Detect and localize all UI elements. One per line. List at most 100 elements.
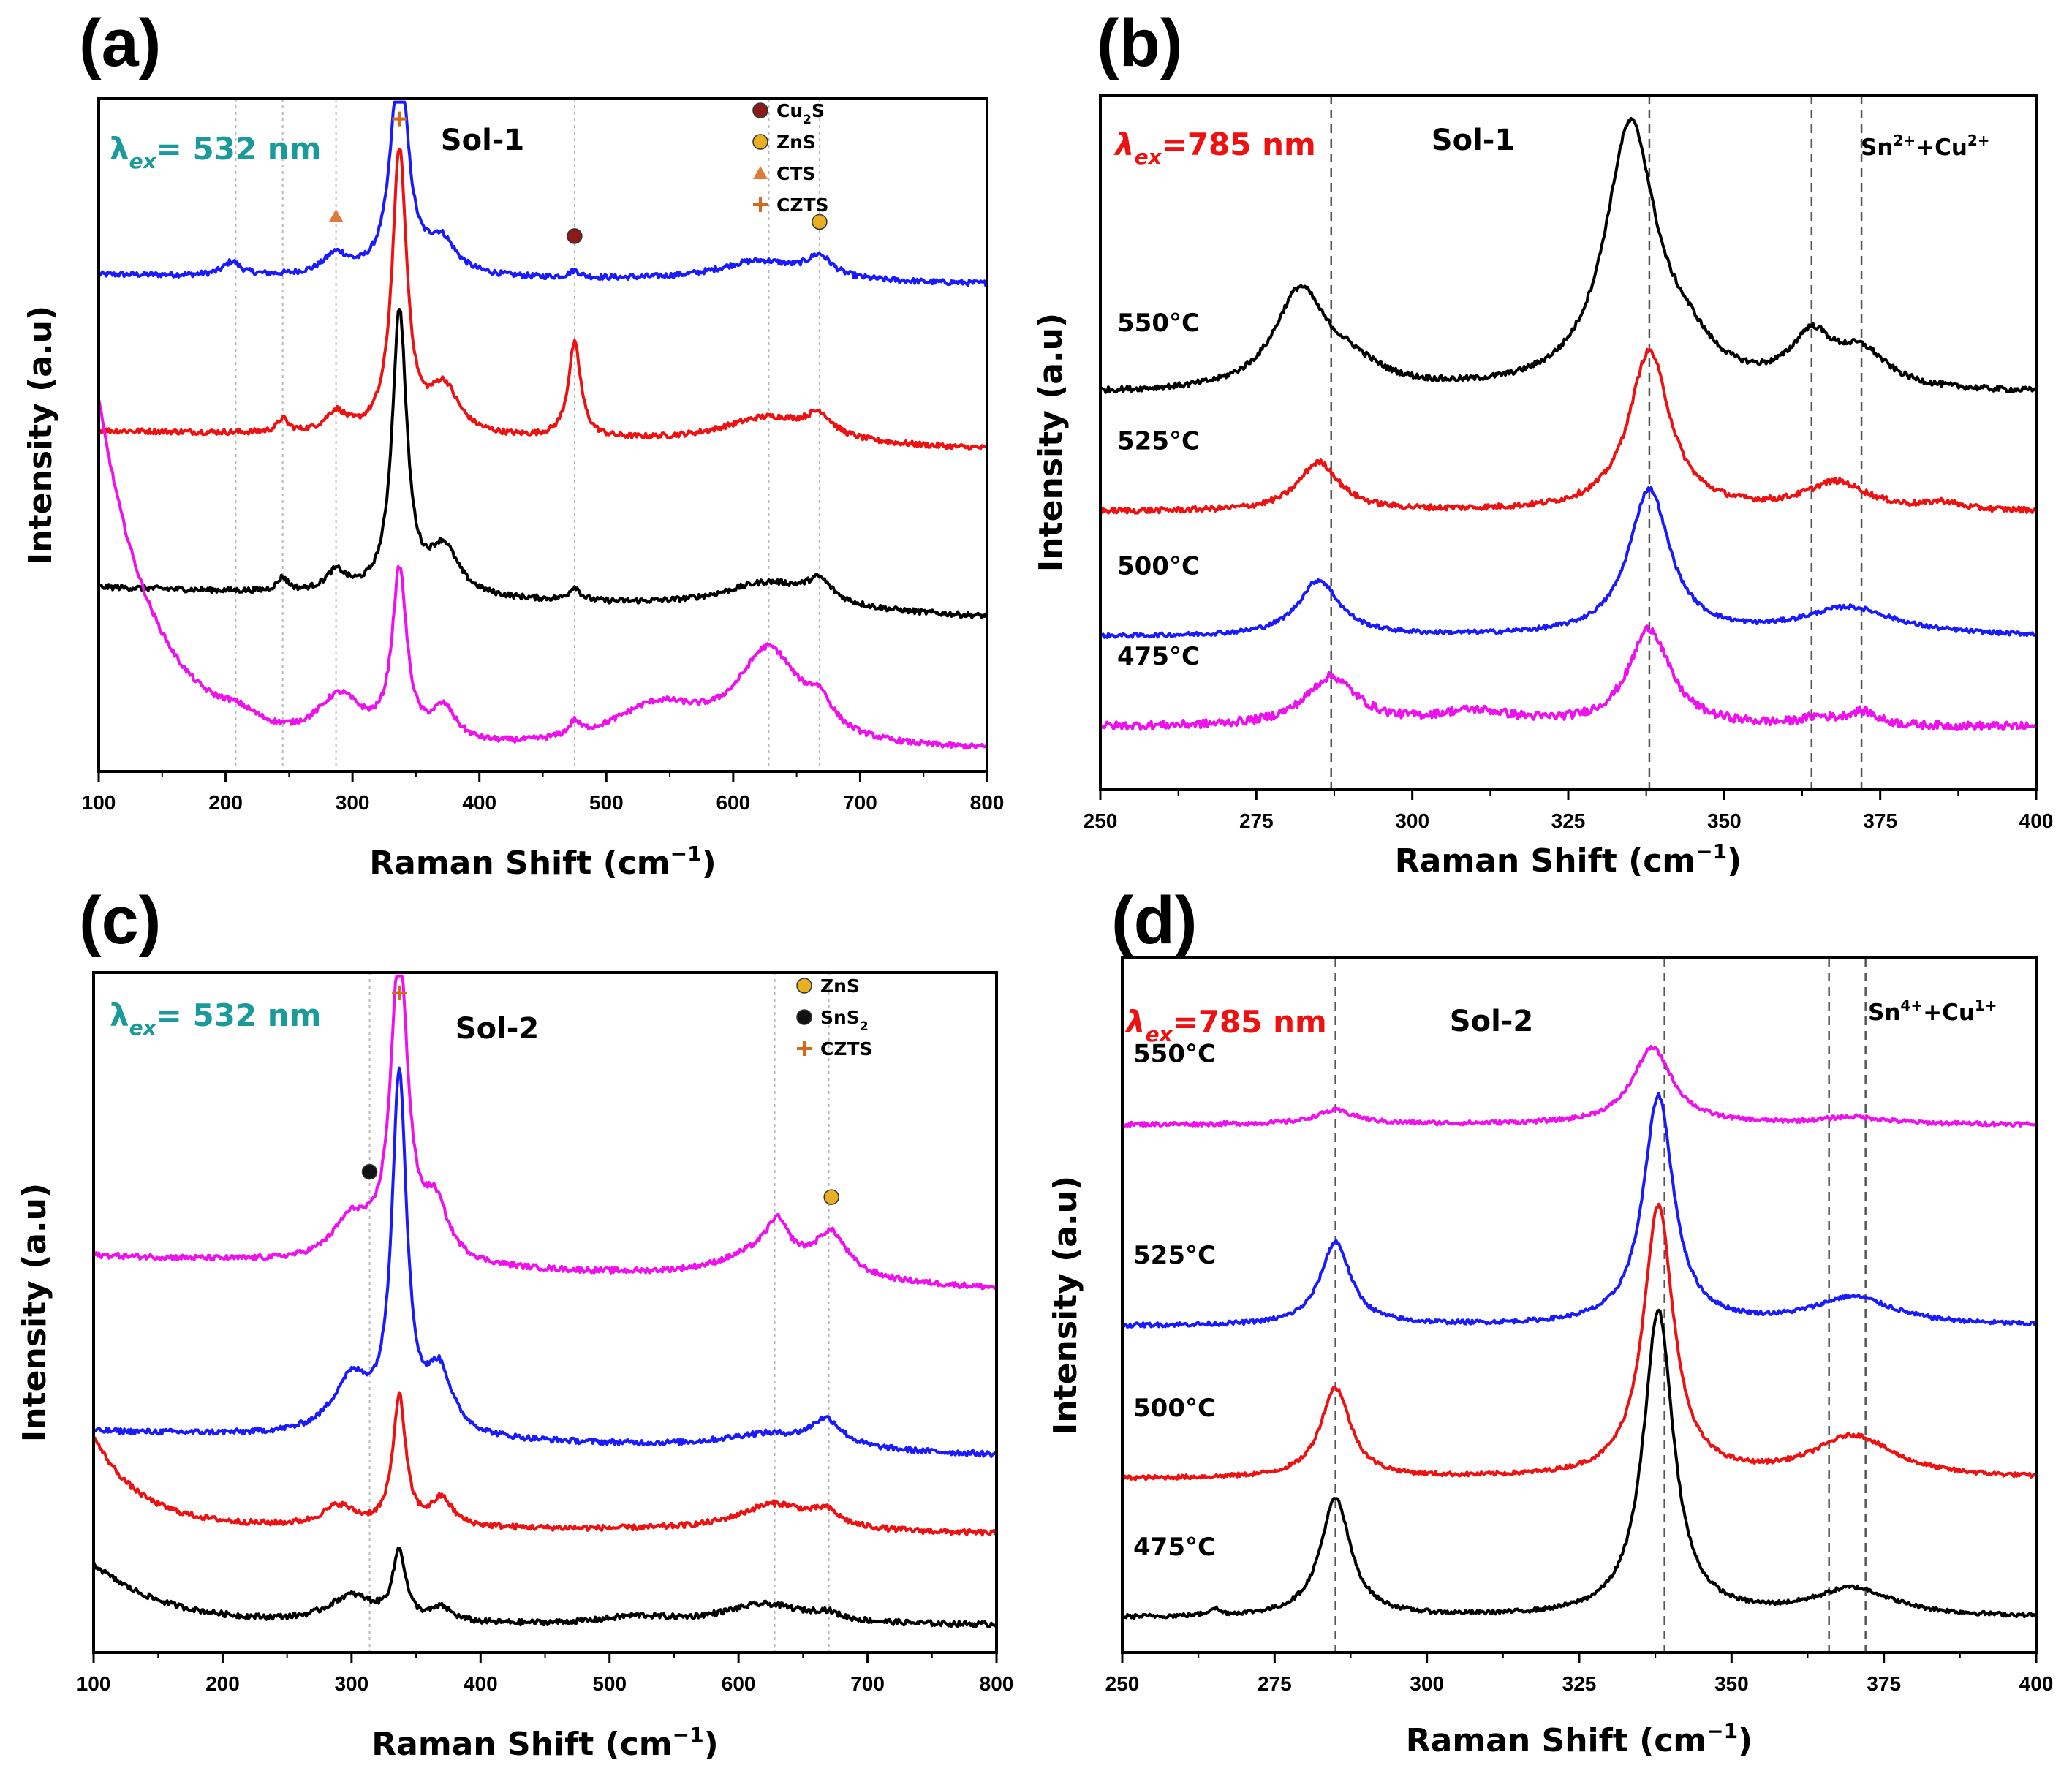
x-tick-label: 300 <box>1410 1672 1444 1695</box>
excitation-subscript: ex <box>129 149 157 173</box>
excitation-subscript: ex <box>129 1016 157 1040</box>
temperature-label: 550°C <box>1133 1040 1216 1069</box>
x-tick-label: 275 <box>1239 809 1274 832</box>
ion-b-sup: 2+ <box>1967 132 1990 149</box>
panel-a: (a) 100 200 300 400 500 600 700 800 Raman Shift (… <box>22 6 1004 882</box>
peak-marker <box>361 1163 378 1180</box>
chart-title: Sol-1 <box>441 124 524 157</box>
y-axis-label: Intensity (a.u) <box>22 306 59 564</box>
temperature-label: 475°C <box>1117 642 1200 671</box>
legend-label-main: ZnS <box>776 132 816 153</box>
panel-c: (c) 100 200 300 400 500 600 700 800 Raman Shift (… <box>16 883 1013 1763</box>
panel-b: (b) 250 275 300 325 350 375 400 Raman Shift (cm−… <box>1032 6 2053 880</box>
legend-label: ZnS <box>820 975 860 997</box>
x-tick-label: 300 <box>336 791 370 814</box>
excitation-symbol: λ <box>1124 1004 1146 1040</box>
x-tick-label: 800 <box>970 791 1005 814</box>
x-tick-label: 500 <box>589 791 624 814</box>
x-tick-label: 100 <box>82 791 116 814</box>
temperature-label: 525°C <box>1133 1241 1216 1270</box>
ion-label: Sn2++Cu2+ <box>1861 132 1990 161</box>
x-axis-label-sup: −1 <box>1695 839 1727 864</box>
spectrum-line <box>1099 624 2038 731</box>
x-axis-label-tail: ) <box>702 845 716 882</box>
x-axis-label-sup: −1 <box>1706 1719 1738 1743</box>
x-tick-label: 375 <box>1867 1672 1901 1695</box>
panel-letter: (b) <box>1097 6 1182 80</box>
peak-marker <box>812 214 828 230</box>
ion-mid: +Cu <box>1916 135 1967 161</box>
x-tick-label: 600 <box>722 1672 756 1695</box>
x-axis-label-main: Raman Shift (cm <box>369 845 670 882</box>
spectrum-line <box>97 399 988 750</box>
legend-label-sub: 2 <box>860 1019 869 1034</box>
x-tick-label: 800 <box>980 1672 1014 1695</box>
x-tick-label: 600 <box>716 791 750 814</box>
legend-label-main: SnS <box>820 1007 860 1028</box>
excitation-symbol: λ <box>110 997 129 1033</box>
x-axis-label: Raman Shift (cm−1) <box>1406 1719 1752 1759</box>
panel-letter: (c) <box>79 883 161 958</box>
x-tick-label: 400 <box>462 791 496 814</box>
legend-label-main: CTS <box>776 163 815 184</box>
x-axis-label-tail: ) <box>1727 842 1742 880</box>
plot-frame <box>92 971 998 1654</box>
x-tick-label: 100 <box>77 1672 111 1695</box>
legend-marker-center <box>801 1046 807 1051</box>
x-axis-label-sup: −1 <box>673 1723 704 1747</box>
x-axis-label-main: Raman Shift (cm <box>1395 842 1695 880</box>
chart-title: Sol-1 <box>1432 124 1515 157</box>
legend-marker <box>752 102 768 118</box>
temperature-label: 500°C <box>1117 552 1200 581</box>
plot-frame <box>1099 94 2038 791</box>
legend-marker <box>752 134 768 150</box>
x-axis-label-sup: −1 <box>670 842 702 866</box>
temperature-label: 550°C <box>1117 309 1200 338</box>
legend-marker-center <box>757 202 763 208</box>
legend-label-sub: 2 <box>803 113 812 127</box>
legend-label-main: ZnS <box>820 975 860 997</box>
x-tick-label: 700 <box>850 1672 885 1695</box>
legend-label: Cu2S <box>776 100 825 127</box>
spectrum-line <box>98 308 988 620</box>
x-tick-label: 325 <box>1551 809 1586 832</box>
legend-marker <box>796 978 812 994</box>
legend-marker <box>796 1009 812 1025</box>
panel-letter: (d) <box>1111 883 1197 958</box>
panel-letter: (a) <box>79 6 161 80</box>
ion-mid: +Cu <box>1923 1000 1975 1026</box>
x-tick-label: 350 <box>1714 1672 1749 1695</box>
ion-a: Sn <box>1868 1000 1900 1026</box>
spectrum-line <box>93 1066 997 1458</box>
excitation-label: λex=785 nm <box>1113 126 1316 169</box>
spectrum-line <box>93 1391 998 1537</box>
x-tick-label: 325 <box>1562 1672 1597 1695</box>
x-axis-label: Raman Shift (cm−1) <box>369 842 716 882</box>
legend-label-main: CZTS <box>820 1038 873 1060</box>
excitation-label: λex= 532 nm <box>110 997 321 1040</box>
spectrum-line <box>97 100 988 287</box>
spectrum-line <box>1099 486 2038 639</box>
excitation-label: λex= 532 nm <box>110 131 321 173</box>
spectrum-line <box>1121 1045 2038 1128</box>
legend-label: CZTS <box>776 195 829 216</box>
x-tick-label: 250 <box>1084 809 1118 832</box>
peak-marker <box>567 228 583 244</box>
spectrum-line <box>1121 1308 2038 1620</box>
peak-marker-center <box>396 990 402 996</box>
excitation-value: =785 nm <box>1162 126 1316 162</box>
x-tick-label: 250 <box>1105 1672 1140 1695</box>
y-axis-label: Intensity (a.u) <box>1032 313 1070 572</box>
chart-title: Sol-2 <box>455 1012 539 1046</box>
spectrum-line <box>1121 1092 2038 1329</box>
excitation-subscript: ex <box>1135 145 1162 169</box>
excitation-symbol: λ <box>110 131 129 167</box>
legend-label-tail: S <box>812 100 825 121</box>
panel-d: (d) 250 275 300 325 350 375 400 Raman Shift (cm−… <box>1047 883 2053 1759</box>
peak-marker-center <box>396 116 402 122</box>
spectrum-line <box>92 974 998 1291</box>
chart-title: Sol-2 <box>1450 1005 1533 1038</box>
x-tick-label: 500 <box>592 1672 627 1695</box>
excitation-value: = 532 nm <box>156 131 322 167</box>
